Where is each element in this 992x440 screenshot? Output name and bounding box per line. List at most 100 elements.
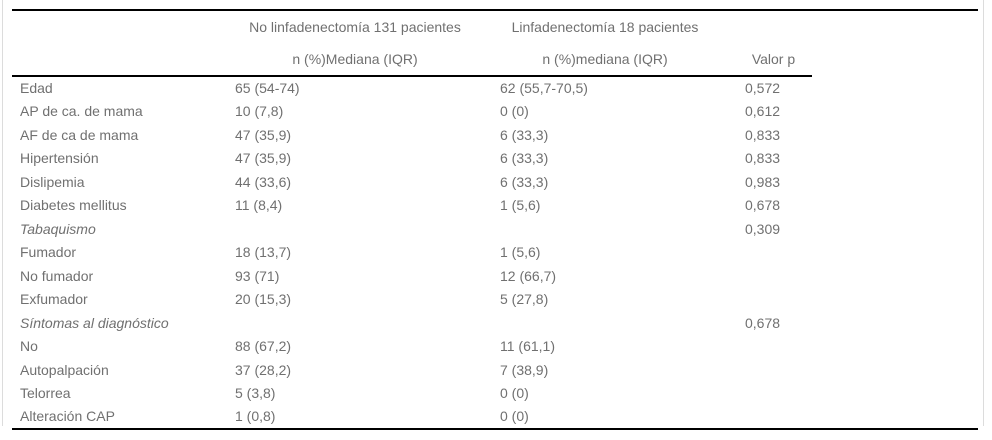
cell-no-linf: 65 (54-74) <box>235 80 300 97</box>
table-row-telorrea: Telorrea 5 (3,8) 0 (0) <box>12 382 978 406</box>
row-label: Síntomas al diagnóstico <box>20 314 169 331</box>
row-label: No <box>20 338 38 355</box>
table-body: Edad 65 (54-74) 62 (55,7-70,5) 0,572 AP … <box>12 76 978 429</box>
cell-p-value: 0,309 <box>745 220 781 237</box>
empty-header-cell <box>812 10 978 43</box>
subheader-row: n (%)Mediana (IQR) n (%)mediana (IQR) Va… <box>12 43 978 77</box>
cell-linf: 0 (0) <box>500 385 529 402</box>
cell-filler <box>812 194 978 218</box>
table-row-alteracion-cap: Alteración CAP 1 (0,8) 0 (0) <box>12 405 978 429</box>
row-label: Tabaquismo <box>20 220 96 237</box>
cell-p-value <box>735 264 812 288</box>
cell-no-linf: 10 (7,8) <box>235 103 284 120</box>
table-row-autopalpacion: Autopalpación 37 (28,2) 7 (38,9) <box>12 358 978 382</box>
row-label: Hipertensión <box>20 150 99 167</box>
empty-subheader-cell <box>812 43 978 76</box>
table-frame <box>2 0 984 426</box>
cell-filler <box>812 170 978 194</box>
cell-linf: 12 (66,7) <box>500 267 557 284</box>
cell-linf: 0 (0) <box>500 408 529 425</box>
cell-no-linf: 11 (8,4) <box>235 197 283 214</box>
table-header: No linfadenectomía 131 pacientes Linfade… <box>12 10 978 77</box>
cell-filler <box>812 100 978 124</box>
row-label: Alteración CAP <box>20 408 115 425</box>
table-row-ap-ca-mama: AP de ca. de mama 10 (7,8) 0 (0) 0,612 <box>12 100 978 124</box>
cell-no-linf: 1 (0,8) <box>235 408 276 425</box>
group-header-row: No linfadenectomía 131 pacientes Linfade… <box>12 10 978 43</box>
cell-p-value <box>735 405 812 429</box>
cell-filler <box>812 241 978 265</box>
cell-linf: 11 (61,1) <box>500 338 555 355</box>
cell-no-linf: 47 (35,9) <box>235 126 292 143</box>
cell-no-linf: 20 (15,3) <box>235 291 292 308</box>
cell-filler <box>812 311 978 335</box>
table-row-no-sintomas: No 88 (67,2) 11 (61,1) <box>12 335 978 359</box>
cell-linf: 6 (33,3) <box>500 150 549 167</box>
row-label: Diabetes mellitus <box>20 197 127 214</box>
cell-linf: 6 (33,3) <box>500 173 549 190</box>
cell-no-linf: 44 (33,6) <box>235 173 292 190</box>
cell-filler <box>812 217 978 241</box>
table-row-section-tabaquismo: Tabaquismo 0,309 <box>12 217 978 241</box>
cell-linf: 7 (38,9) <box>500 361 549 378</box>
table-row-dislipemia: Dislipemia 44 (33,6) 6 (33,3) 0,983 <box>12 170 978 194</box>
empty-subheader-cell <box>12 43 235 77</box>
cell-filler <box>812 405 978 429</box>
cell-linf <box>475 311 735 335</box>
cell-filler <box>812 123 978 147</box>
row-label: Fumador <box>20 244 77 261</box>
cell-linf: 5 (27,8) <box>500 291 549 308</box>
clinical-comparison-table: No linfadenectomía 131 pacientes Linfade… <box>12 9 978 430</box>
table-row-exfumador: Exfumador 20 (15,3) 5 (27,8) <box>12 288 978 312</box>
cell-p-value <box>735 335 812 359</box>
cell-p-value: 0,572 <box>745 80 781 97</box>
cell-filler <box>812 382 978 406</box>
cell-p-value: 0,678 <box>745 314 781 331</box>
cell-filler <box>812 358 978 382</box>
row-label: No fumador <box>20 267 94 284</box>
table-row-section-sintomas: Síntomas al diagnóstico 0,678 <box>12 311 978 335</box>
cell-no-linf: 37 (28,2) <box>235 361 292 378</box>
table-row-hipertension: Hipertensión 47 (35,9) 6 (33,3) 0,833 <box>12 147 978 171</box>
cell-linf: 6 (33,3) <box>500 126 549 143</box>
p-value-column-header: Valor p <box>735 43 812 77</box>
table-row-af-ca-mama: AF de ca de mama 47 (35,9) 6 (33,3) 0,83… <box>12 123 978 147</box>
cell-linf: 1 (5,6) <box>500 244 541 261</box>
row-label: Telorrea <box>20 385 71 402</box>
group-header-linfadenectomia: Linfadenectomía 18 pacientes <box>511 19 699 35</box>
row-label: Autopalpación <box>20 361 109 378</box>
table-row-no-fumador: No fumador 93 (71) 12 (66,7) <box>12 264 978 288</box>
cell-filler <box>812 288 978 312</box>
cell-p-value: 0,833 <box>745 150 781 167</box>
cell-p-value: 0,678 <box>745 197 781 214</box>
cell-p-value: 0,833 <box>745 126 781 143</box>
cell-p-value: 0,983 <box>745 173 781 190</box>
row-label: Exfumador <box>20 291 88 308</box>
cell-p-value <box>735 288 812 312</box>
subheader-no-linfadenectomia: n (%)Mediana (IQR) <box>235 43 475 77</box>
row-label: Dislipemia <box>20 173 85 190</box>
cell-filler <box>812 264 978 288</box>
cell-p-value: 0,612 <box>745 103 781 120</box>
cell-filler <box>812 147 978 171</box>
cell-p-value <box>735 382 812 406</box>
cell-no-linf: 18 (13,7) <box>235 244 292 261</box>
cell-filler <box>812 335 978 359</box>
cell-no-linf: 88 (67,2) <box>235 338 292 355</box>
cell-no-linf: 47 (35,9) <box>235 150 292 167</box>
row-label: AP de ca. de mama <box>20 103 143 120</box>
row-label: Edad <box>20 80 53 97</box>
cell-no-linf: 5 (3,8) <box>235 385 276 402</box>
table-row-diabetes: Diabetes mellitus 11 (8,4) 1 (5,6) 0,678 <box>12 194 978 218</box>
cell-linf: 0 (0) <box>500 103 529 120</box>
cell-p-value <box>735 358 812 382</box>
table-row-edad: Edad 65 (54-74) 62 (55,7-70,5) 0,572 <box>12 76 978 100</box>
empty-header-cell <box>12 10 235 43</box>
cell-no-linf: 93 (71) <box>235 267 280 284</box>
cell-linf: 62 (55,7-70,5) <box>500 80 588 97</box>
cell-p-value <box>735 241 812 265</box>
subheader-linfadenectomia: n (%)mediana (IQR) <box>475 43 735 77</box>
row-label: AF de ca de mama <box>20 126 139 143</box>
group-header-no-linfadenectomia: No linfadenectomía 131 pacientes <box>249 19 461 35</box>
